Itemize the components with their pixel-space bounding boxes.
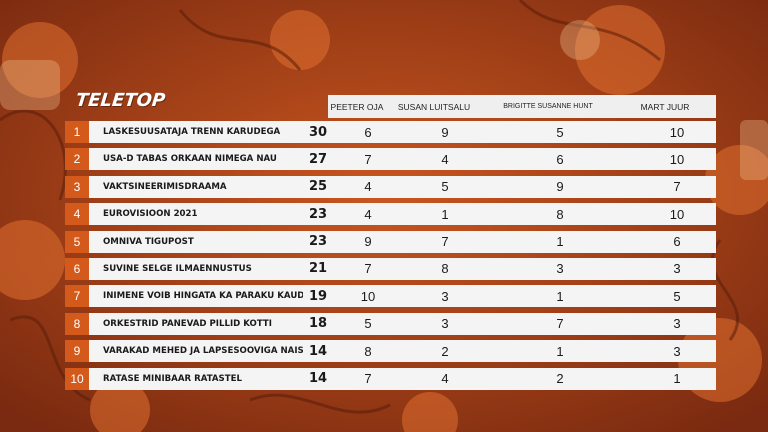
judge-score: 9 xyxy=(441,124,449,140)
judge-score: 6 xyxy=(364,124,372,140)
judge-score: 1 xyxy=(556,288,564,304)
table-row: 4 EUROVISIOON 2021 23 4 1 8 10 xyxy=(65,203,716,226)
judge-score: 1 xyxy=(556,343,564,359)
table-row: 6 SUVINE SELGE ILMAENNUSTUS 21 7 8 3 3 xyxy=(65,257,716,280)
judge-score: 4 xyxy=(441,151,449,167)
judge-score: 10 xyxy=(669,151,685,167)
rank-badge: 4 xyxy=(65,203,89,226)
rank-badge: 3 xyxy=(65,175,89,198)
table-row: 3 VAKTSINEERIMISDRAAMA 25 4 5 9 7 xyxy=(65,175,716,198)
judge-score: 6 xyxy=(556,151,564,167)
judge-name: BRIGITTE SUSANNE HUNT xyxy=(503,103,593,110)
topic-title: VARAKAD MEHED JA LAPSESOOVIGA NAISED xyxy=(103,346,303,357)
judge-score: 3 xyxy=(556,261,564,277)
total-score: 14 xyxy=(308,371,328,387)
judge-score: 3 xyxy=(441,288,449,304)
table-row: 8 ORKESTRID PANEVAD PILLID KOTTI 18 5 3 … xyxy=(65,312,716,335)
rank-badge: 1 xyxy=(65,121,89,143)
judge-score: 5 xyxy=(673,288,681,304)
judge-name: PEETER OJA xyxy=(330,101,384,112)
topic-title: RATASE MINIBAAR RATASTEL xyxy=(103,373,242,384)
judge-score: 9 xyxy=(364,234,372,250)
topic-title: ORKESTRID PANEVAD PILLID KOTTI xyxy=(103,318,272,329)
topic-title: SUVINE SELGE ILMAENNUSTUS xyxy=(103,263,252,274)
table-row: 7 INIMENE VÕIB HINGATA KA PÄRAKU KAUDU 1… xyxy=(65,285,716,308)
topic-title: INIMENE VÕIB HINGATA KA PÄRAKU KAUDU xyxy=(103,291,303,302)
total-score: 25 xyxy=(308,179,328,195)
judge-score: 7 xyxy=(364,371,372,387)
rank-badge: 8 xyxy=(65,312,89,335)
judge-score: 3 xyxy=(441,316,449,332)
topic-title: LASKESUUSATAJA TRENN KARUDEGA xyxy=(103,127,281,137)
rank-badge: 10 xyxy=(65,367,89,390)
judge-score: 5 xyxy=(441,179,449,195)
judges-header: PEETER OJA SUSAN LUITSALU BRIGITTE SUSAN… xyxy=(328,95,716,118)
judge-score: 1 xyxy=(556,234,564,250)
total-score: 21 xyxy=(308,261,328,277)
judge-score: 4 xyxy=(364,179,372,195)
rank-badge: 7 xyxy=(65,285,89,308)
topic-title: VAKTSINEERIMISDRAAMA xyxy=(103,181,227,192)
judge-score: 8 xyxy=(441,261,449,277)
judge-score: 8 xyxy=(556,206,564,222)
teletop-logo: TELETOP xyxy=(74,90,167,111)
judge-score: 3 xyxy=(673,343,681,359)
total-score: 14 xyxy=(308,343,328,359)
total-score: 19 xyxy=(308,288,328,304)
total-score: 18 xyxy=(308,316,328,332)
rank-badge: 2 xyxy=(65,148,89,171)
judge-score: 2 xyxy=(556,371,564,387)
judge-score: 7 xyxy=(556,316,564,332)
judge-score: 9 xyxy=(556,179,564,195)
judge-name: SUSAN LUITSALU xyxy=(397,101,471,112)
judge-score: 10 xyxy=(669,206,685,222)
judge-score: 7 xyxy=(441,234,449,250)
judge-score: 5 xyxy=(556,124,564,140)
judge-score: 7 xyxy=(364,151,372,167)
table-row: 2 USA-D TABAS ORKAAN NIMEGA NAU 27 7 4 6… xyxy=(65,148,716,171)
topic-title: USA-D TABAS ORKAAN NIMEGA NAU xyxy=(103,154,277,165)
rank-badge: 5 xyxy=(65,230,89,253)
ranking-table: 1 LASKESUUSATAJA TRENN KARUDEGA 30 6 9 5… xyxy=(65,121,716,395)
judge-score: 5 xyxy=(364,316,372,332)
table-row: 1 LASKESUUSATAJA TRENN KARUDEGA 30 6 9 5… xyxy=(65,121,716,143)
total-score: 23 xyxy=(308,234,328,250)
table-row: 5 OMNIVA TIGUPOST 23 9 7 1 6 xyxy=(65,230,716,253)
judge-score: 8 xyxy=(364,343,372,359)
judge-score: 7 xyxy=(364,261,372,277)
judge-score: 1 xyxy=(673,371,681,387)
total-score: 23 xyxy=(308,206,328,222)
total-score: 30 xyxy=(308,124,328,140)
judge-score: 2 xyxy=(441,343,449,359)
topic-title: OMNIVA TIGUPOST xyxy=(103,236,194,247)
judge-score: 7 xyxy=(673,179,681,195)
judge-score: 1 xyxy=(441,206,449,222)
judge-score: 10 xyxy=(669,124,685,140)
rank-badge: 9 xyxy=(65,340,89,363)
table-row: 10 RATASE MINIBAAR RATASTEL 14 7 4 2 1 xyxy=(65,367,716,390)
judge-score: 4 xyxy=(441,371,449,387)
judge-score: 3 xyxy=(673,316,681,332)
rank-badge: 6 xyxy=(65,257,89,280)
judge-score: 10 xyxy=(360,288,376,304)
judge-score: 4 xyxy=(364,206,372,222)
topic-title: EUROVISIOON 2021 xyxy=(103,209,198,220)
judge-score: 3 xyxy=(673,261,681,277)
total-score: 27 xyxy=(308,151,328,167)
table-row: 9 VARAKAD MEHED JA LAPSESOOVIGA NAISED 1… xyxy=(65,340,716,363)
judge-score: 6 xyxy=(673,234,681,250)
judge-name: MART JUUR xyxy=(640,101,690,112)
